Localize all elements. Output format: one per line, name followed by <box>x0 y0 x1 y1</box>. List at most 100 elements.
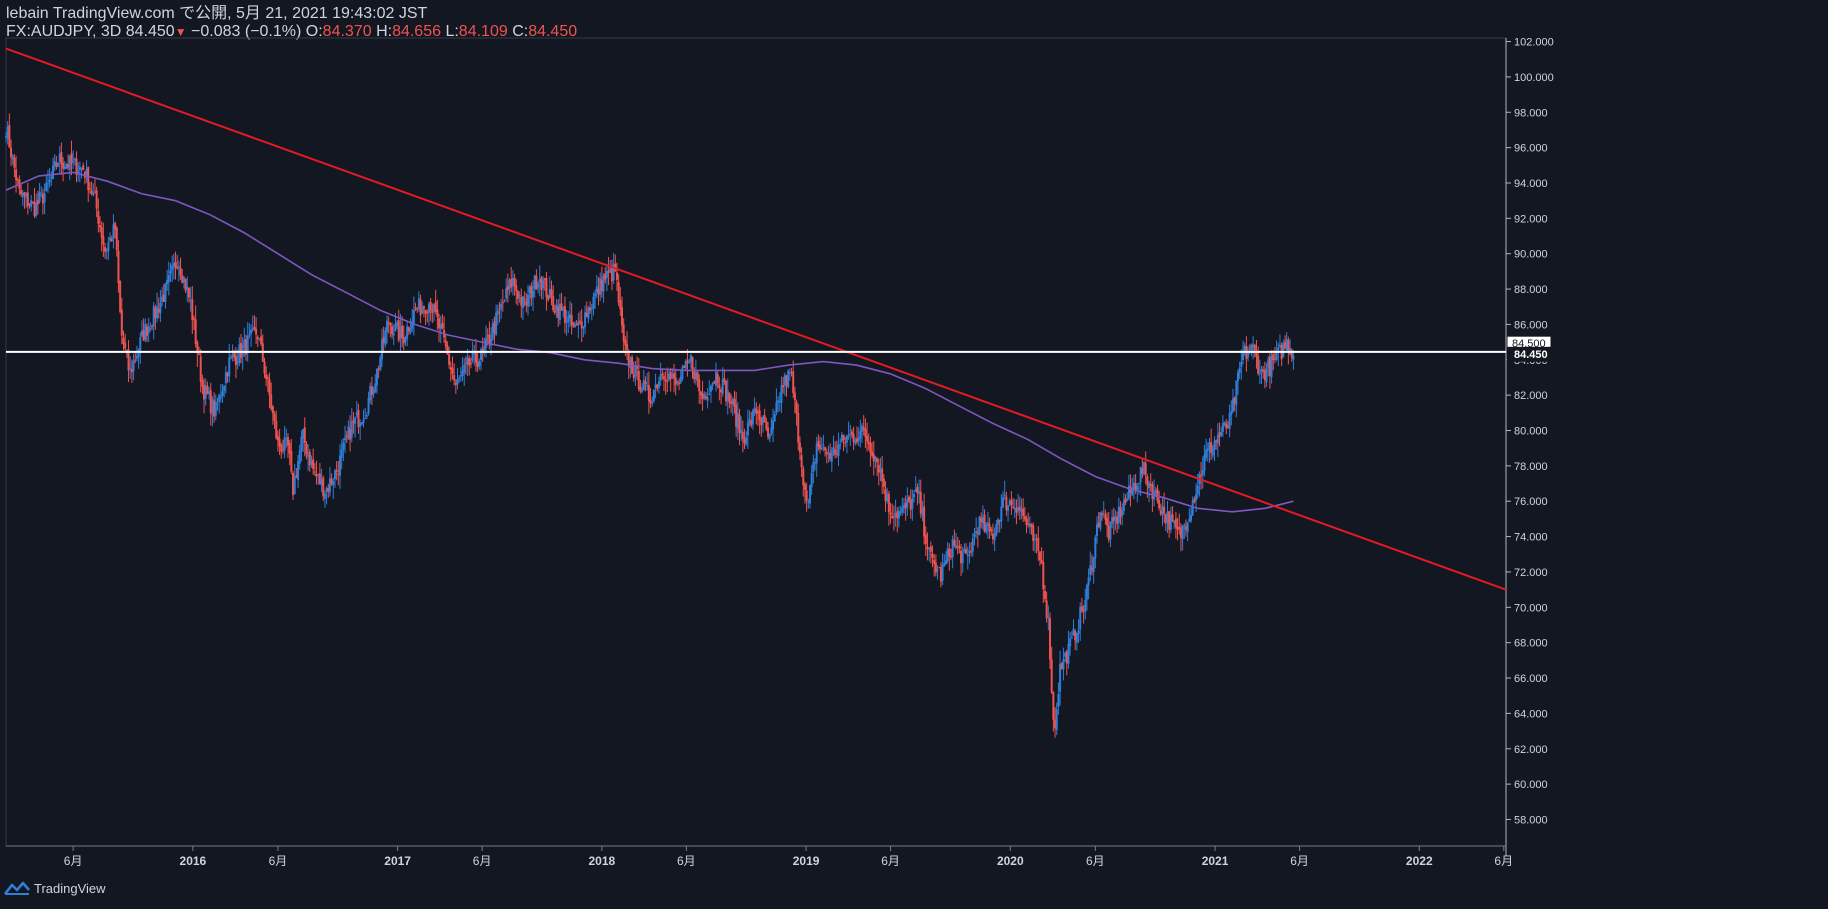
candle-body <box>666 380 669 383</box>
candle-body <box>590 307 593 310</box>
candle-body <box>216 403 219 405</box>
candle-body <box>370 386 373 395</box>
candle-body <box>840 434 843 442</box>
candle-body <box>1050 659 1053 693</box>
candle-body <box>934 562 937 573</box>
candle-body <box>953 540 956 546</box>
candle-body <box>317 474 320 476</box>
candle-body <box>587 307 590 319</box>
candle-body <box>693 370 696 380</box>
candle-body <box>127 349 130 371</box>
candle-body <box>1262 369 1265 372</box>
candle-body <box>701 393 704 400</box>
candle-body <box>681 367 684 379</box>
candle-body <box>998 520 1001 522</box>
candle-body <box>1111 517 1114 524</box>
candle-body <box>152 306 155 327</box>
candle-body <box>798 442 801 453</box>
candle-body <box>451 368 454 375</box>
candle-body <box>783 374 786 386</box>
y-tick-label: 90.000 <box>1514 249 1548 261</box>
candle-body <box>1273 358 1276 360</box>
candle-body <box>1043 590 1046 600</box>
candle-body <box>345 435 348 438</box>
candle-body <box>260 336 263 344</box>
candle-body <box>1173 520 1176 524</box>
candle-body <box>401 325 404 338</box>
candle-body <box>780 385 783 403</box>
x-tick-label: 2021 <box>1202 854 1229 868</box>
candle-body <box>1020 509 1023 513</box>
candle-body <box>619 300 622 310</box>
candle-body <box>1080 606 1083 612</box>
candle-body <box>505 288 508 299</box>
candle-body <box>387 322 390 324</box>
candle-body <box>26 192 29 207</box>
candle-body <box>45 182 48 192</box>
candle-body <box>436 309 439 317</box>
candle-body <box>439 324 442 330</box>
candle-body <box>521 296 524 308</box>
candle-body <box>1151 484 1154 499</box>
candle-body <box>708 394 711 396</box>
candle-body <box>933 559 936 564</box>
candle-body <box>221 391 224 397</box>
candle-body <box>1220 431 1223 436</box>
candle-body <box>610 267 613 282</box>
candle-body <box>662 376 665 379</box>
candle-body <box>674 377 677 385</box>
candle-body <box>533 275 536 290</box>
candle-body <box>735 404 738 427</box>
candle-body <box>1137 482 1140 484</box>
y-tick-label: 80.000 <box>1514 426 1548 438</box>
candle-body <box>154 307 157 319</box>
tradingview-logo-icon <box>4 881 30 895</box>
candle-body <box>866 435 869 442</box>
candle-body <box>955 545 958 548</box>
candle-body <box>929 546 932 552</box>
candle-body <box>1027 524 1030 526</box>
candle-body <box>342 442 345 450</box>
candle-body <box>961 552 964 564</box>
candle-body <box>919 491 922 514</box>
candle-body <box>95 190 98 209</box>
candle-body <box>270 394 273 409</box>
x-tick-label: 2022 <box>1406 854 1433 868</box>
candle-body <box>238 344 241 364</box>
candle-body <box>844 442 847 444</box>
candle-body <box>21 193 24 197</box>
candle-body <box>1116 516 1119 524</box>
candle-body <box>824 446 827 451</box>
candle-body <box>1223 421 1226 425</box>
candle-body <box>1047 617 1050 619</box>
candle-body <box>161 296 164 302</box>
candle-body <box>688 361 691 363</box>
candle-body <box>1258 372 1261 374</box>
candle-body <box>1206 448 1209 452</box>
candle-body <box>741 432 744 439</box>
candle-body <box>835 453 838 455</box>
candle-body <box>1205 449 1208 458</box>
candle-body <box>698 379 701 392</box>
candle-body <box>1169 514 1172 530</box>
candle-body <box>422 306 425 309</box>
candle-body <box>1210 442 1213 454</box>
candle-body <box>644 381 647 385</box>
y-tick-label: 102.000 <box>1514 37 1554 49</box>
candle-body <box>199 356 202 382</box>
footer-branding[interactable]: TradingView <box>4 880 106 896</box>
candle-body <box>785 375 788 387</box>
candle-body <box>706 397 709 401</box>
candle-body <box>876 458 879 463</box>
candle-body <box>471 352 474 361</box>
descending-trendline[interactable] <box>5 47 1507 591</box>
candle-body <box>839 444 842 446</box>
candle-body <box>102 236 105 245</box>
candle-body <box>748 419 751 423</box>
candle-body <box>887 493 890 513</box>
candle-body <box>1097 522 1100 527</box>
candle-body <box>265 374 268 379</box>
candle-body <box>233 352 236 358</box>
candle-body <box>1045 600 1048 619</box>
